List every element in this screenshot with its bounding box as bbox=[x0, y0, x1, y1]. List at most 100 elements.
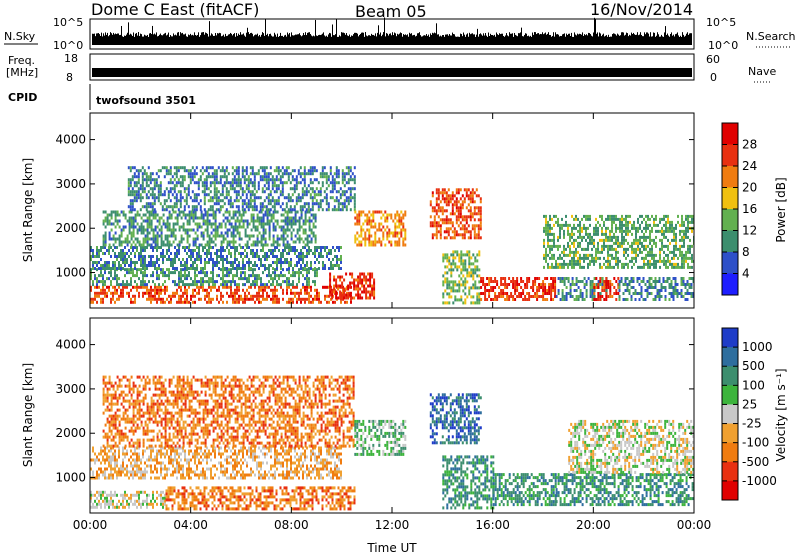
data-cell bbox=[462, 274, 465, 278]
data-cell bbox=[607, 280, 610, 283]
data-cell bbox=[477, 233, 480, 237]
data-cell bbox=[94, 267, 96, 270]
data-cell bbox=[241, 205, 244, 209]
data-cell bbox=[221, 169, 224, 173]
nsky-bar bbox=[406, 35, 407, 45]
data-cell bbox=[294, 213, 297, 217]
data-cell bbox=[374, 243, 377, 247]
data-cell bbox=[158, 246, 160, 249]
data-cell bbox=[504, 292, 507, 295]
data-cell bbox=[617, 283, 620, 286]
data-cell bbox=[433, 224, 436, 228]
data-cell bbox=[372, 210, 375, 214]
data-cell bbox=[353, 175, 356, 179]
data-cell bbox=[314, 252, 316, 255]
data-cell bbox=[238, 288, 240, 292]
data-cell bbox=[371, 293, 374, 297]
data-cell bbox=[451, 230, 454, 234]
data-cell bbox=[251, 190, 254, 194]
data-cell bbox=[150, 219, 153, 223]
nsky-bar bbox=[143, 36, 144, 45]
data-cell bbox=[544, 298, 547, 301]
data-cell bbox=[402, 240, 405, 244]
data-cell bbox=[404, 210, 407, 214]
data-cell bbox=[350, 291, 352, 295]
data-cell bbox=[146, 234, 149, 238]
data-cell bbox=[388, 231, 391, 235]
data-cell bbox=[378, 210, 381, 214]
data-cell bbox=[270, 243, 273, 247]
data-cell bbox=[232, 294, 234, 298]
data-cell bbox=[183, 169, 186, 173]
data-cell bbox=[202, 234, 205, 238]
nsky-bar bbox=[222, 35, 223, 45]
data-cell bbox=[339, 202, 342, 206]
data-cell bbox=[496, 283, 499, 286]
data-cell bbox=[98, 291, 100, 295]
data-cell bbox=[650, 277, 653, 280]
nsearch-label: N.Search bbox=[746, 30, 796, 43]
nsky-bar bbox=[271, 35, 272, 45]
nsky-bar bbox=[259, 34, 260, 45]
data-cell bbox=[198, 225, 201, 229]
nsky-bar bbox=[350, 36, 351, 45]
data-cell bbox=[112, 267, 114, 270]
data-cell bbox=[181, 175, 184, 179]
data-cell bbox=[363, 275, 366, 279]
data-cell bbox=[358, 219, 361, 223]
nsky-bar bbox=[315, 19, 316, 45]
data-cell bbox=[176, 249, 178, 252]
nsky-bar bbox=[587, 35, 588, 45]
data-cell bbox=[186, 246, 188, 249]
data-cell bbox=[231, 181, 234, 185]
data-cell bbox=[116, 277, 118, 281]
data-cell bbox=[512, 283, 515, 286]
data-cell bbox=[220, 234, 223, 238]
data-cell bbox=[551, 253, 553, 257]
data-cell bbox=[261, 208, 264, 212]
data-cell bbox=[429, 215, 432, 219]
data-cell bbox=[455, 230, 458, 234]
data-cell bbox=[98, 280, 100, 284]
data-cell bbox=[98, 249, 100, 252]
nsky-bar bbox=[129, 34, 130, 45]
data-cell bbox=[200, 243, 203, 247]
data-cell bbox=[252, 243, 255, 247]
data-cell bbox=[475, 233, 478, 237]
data-cell bbox=[140, 280, 142, 284]
data-cell bbox=[244, 264, 246, 267]
data-cell bbox=[252, 213, 255, 217]
data-cell bbox=[464, 286, 467, 290]
data-cell bbox=[162, 271, 164, 275]
data-cell bbox=[152, 237, 155, 241]
data-cell bbox=[137, 175, 140, 179]
data-cell bbox=[294, 294, 296, 298]
data-cell bbox=[162, 297, 164, 301]
data-cell bbox=[346, 285, 348, 289]
data-cell bbox=[593, 292, 596, 295]
data-cell bbox=[154, 294, 156, 298]
data-cell bbox=[179, 181, 182, 185]
data-cell bbox=[579, 295, 582, 298]
data-cell bbox=[140, 243, 143, 247]
data-cell bbox=[198, 280, 200, 284]
data-cell bbox=[110, 210, 113, 214]
data-cell bbox=[287, 208, 290, 212]
data-cell bbox=[382, 231, 385, 235]
data-cell bbox=[218, 210, 221, 214]
data-cell bbox=[228, 294, 230, 298]
data-cell bbox=[577, 295, 580, 298]
data-cell bbox=[314, 219, 317, 223]
data-cell bbox=[175, 199, 178, 203]
data-cell bbox=[340, 246, 342, 249]
data-cell bbox=[301, 178, 304, 182]
data-cell bbox=[257, 187, 260, 191]
data-cell bbox=[163, 190, 166, 194]
data-cell bbox=[168, 240, 171, 244]
data-cell bbox=[456, 250, 459, 254]
data-cell bbox=[222, 294, 224, 298]
data-cell bbox=[263, 175, 266, 179]
data-cell bbox=[182, 213, 185, 217]
data-cell bbox=[287, 196, 290, 200]
nsky-bar bbox=[145, 35, 146, 45]
